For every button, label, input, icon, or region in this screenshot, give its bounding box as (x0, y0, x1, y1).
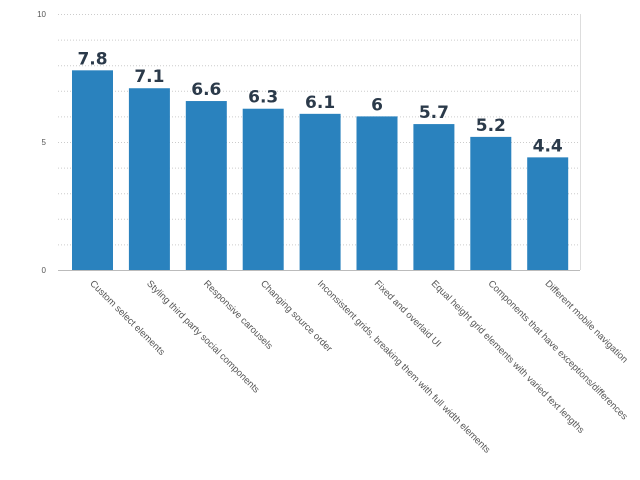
bars (72, 70, 569, 271)
y-tick-label: 10 (37, 10, 46, 19)
bar (470, 136, 512, 270)
bar (527, 157, 569, 270)
y-tick-label: 5 (42, 138, 47, 147)
bar (299, 113, 341, 270)
value-label: 6.6 (191, 80, 221, 100)
value-label: 6 (371, 95, 383, 115)
value-label: 4.4 (533, 136, 563, 156)
y-tick-label: 0 (42, 266, 47, 275)
bar (185, 101, 227, 270)
value-labels: 7.8 7.1 6.6 6.3 6.1 6 5.7 5.2 4.4 (77, 49, 562, 156)
value-label: 7.1 (134, 67, 164, 87)
bar (72, 70, 113, 270)
value-label: 5.7 (419, 103, 449, 123)
value-label: 7.8 (77, 49, 107, 69)
bar (356, 116, 398, 271)
bar (128, 88, 170, 271)
value-label: 5.2 (476, 116, 506, 136)
value-label: 6.3 (248, 88, 278, 108)
category-label: Styling third party social components (144, 278, 261, 395)
value-label: 6.1 (305, 93, 335, 113)
y-tick-labels: 0 5 10 (37, 10, 46, 275)
axes (58, 14, 581, 271)
bar (413, 124, 455, 270)
bar (242, 108, 284, 270)
